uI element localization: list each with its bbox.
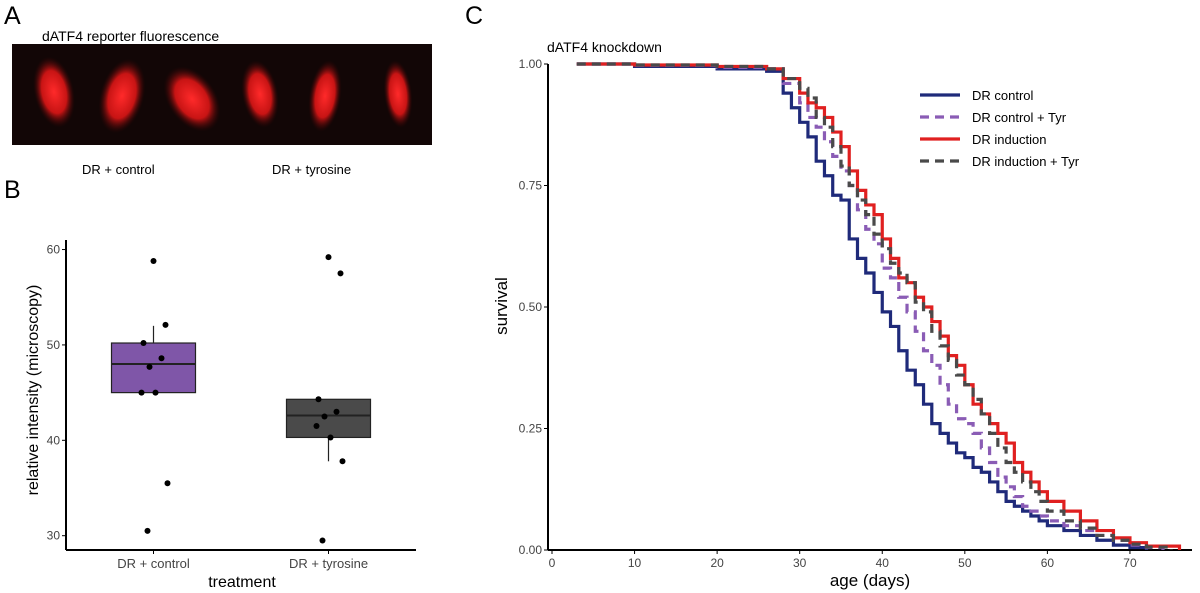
boxplot-y-tick-label: 50 <box>47 338 61 352</box>
boxplot-ylabel: relative intensity (microscopy) <box>25 285 42 496</box>
survival-line-dr-induction <box>576 62 1182 550</box>
survival-y-tick-label: 0.75 <box>519 179 543 193</box>
panel-letter-a: A <box>4 2 21 30</box>
survival-x-tick-label: 0 <box>549 556 556 570</box>
boxplot-y-tick-label: 40 <box>47 433 61 447</box>
legend-label: DR control + Tyr <box>972 110 1067 125</box>
box-data-point <box>162 321 169 328</box>
panel-a-label-control: DR + control <box>82 162 155 177</box>
box-body <box>285 398 372 439</box>
box-data-point <box>325 254 332 261</box>
gut-image-tyrosine-1 <box>241 60 279 128</box>
legend-entry: DR control + Tyr <box>920 110 1067 125</box>
box-dr-control <box>110 257 197 534</box>
survival-y-tick-label: 0.25 <box>519 422 543 436</box>
gut-image-control-3 <box>163 66 221 132</box>
survival-ylabel: survival <box>492 277 511 335</box>
survival-x-tick-label: 50 <box>958 556 972 570</box>
survival-x-tick-label: 30 <box>793 556 807 570</box>
box-data-point <box>315 396 322 403</box>
survival-x-tick-label: 40 <box>876 556 890 570</box>
box-data-point <box>146 363 153 370</box>
box-data-point <box>152 389 159 396</box>
box-data-point <box>158 355 165 362</box>
survival-y-tick-label: 1.00 <box>519 57 543 71</box>
legend-label: DR control <box>972 88 1034 103</box>
box-data-point <box>140 340 147 347</box>
boxplot-xlabel: treatment <box>208 574 276 591</box>
boxplot-x-tick-label: DR + control <box>117 556 190 571</box>
survival-x-tick-label: 70 <box>1123 556 1137 570</box>
box-data-point <box>138 389 145 396</box>
box-data-point <box>327 434 334 441</box>
gut-image-tyrosine-2 <box>308 60 342 132</box>
box-dr-tyrosine <box>285 254 372 544</box>
survival-line-dr-control <box>576 62 1149 550</box>
box-data-point <box>144 527 151 534</box>
panel-letter-c: C <box>465 2 484 30</box>
survival-y-tick-label: 0.00 <box>519 543 543 557</box>
legend-label: DR induction + Tyr <box>972 154 1080 169</box>
panel-letter-b: B <box>4 176 21 204</box>
box-data-point <box>150 257 157 264</box>
gut-image-tyrosine-3 <box>383 60 413 128</box>
box-data-point <box>319 537 326 544</box>
legend-entry: DR control <box>920 88 1034 103</box>
survival-line-dr-induction-tyr <box>576 62 1173 550</box>
survival-x-tick-label: 10 <box>628 556 642 570</box>
box-data-point <box>337 270 344 277</box>
legend-entry: DR induction <box>920 132 1046 147</box>
fluorescence-micrograph-strip <box>12 44 432 145</box>
survival-title: dATF4 knockdown <box>547 39 662 55</box>
survival-xlabel: age (days) <box>830 571 910 590</box>
survival-x-tick-label: 60 <box>1041 556 1055 570</box>
boxplot-x-tick-label: DR + tyrosine <box>289 556 368 571</box>
box-body <box>110 342 197 394</box>
legend-entry: DR induction + Tyr <box>920 154 1080 169</box>
gut-image-control-2 <box>98 58 146 134</box>
box-data-point <box>313 423 320 429</box>
survival-y-tick-label: 0.50 <box>519 300 543 314</box>
survival-chart: dATF4 knockdown survival age (days) 0.00… <box>492 39 1192 590</box>
boxplot-y-tick-label: 30 <box>47 529 61 543</box>
box-data-point <box>321 413 328 420</box>
boxplot-y-tick-label: 60 <box>47 243 61 257</box>
gut-image-control-1 <box>33 56 75 128</box>
panel-a-title: dATF4 reporter fluorescence <box>42 28 220 44</box>
box-data-point <box>333 408 340 415</box>
boxplot-chart: relative intensity (microscopy) treatmen… <box>25 240 416 591</box>
survival-line-dr-control-tyr <box>576 62 1165 550</box>
panel-a-label-tyrosine: DR + tyrosine <box>272 162 352 177</box>
legend-label: DR induction <box>972 132 1046 147</box>
box-data-point <box>339 458 346 465</box>
survival-x-tick-label: 20 <box>710 556 724 570</box>
box-data-point <box>164 480 171 487</box>
